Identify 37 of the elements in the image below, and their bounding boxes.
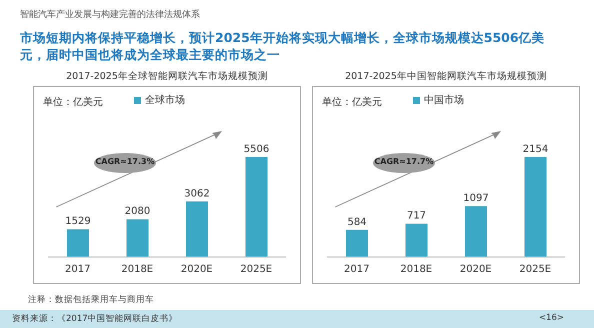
x-tick-label: 2020E xyxy=(460,264,492,276)
annotation: CAGR≈17.7% xyxy=(373,157,435,166)
bar xyxy=(186,201,208,257)
text: 单位：亿美元 xyxy=(43,96,103,109)
chart-title: 2017-2025年中国智能网联汽车市场规模预测 xyxy=(344,70,548,84)
text: 单位：亿美元 xyxy=(322,96,382,109)
legend-label: 全球市场 xyxy=(145,95,185,106)
text: 注释：数据包括乘用车与商用车 xyxy=(28,294,154,306)
text: <16> xyxy=(538,313,564,323)
x-tick-label: 2018E xyxy=(400,264,432,276)
text: 智能汽车产业发展与构建完善的法律法规体系 xyxy=(20,8,200,21)
bar xyxy=(246,157,268,257)
data-label: 3062 xyxy=(184,188,210,200)
data-label: 717 xyxy=(406,210,426,222)
x-tick-label: 2018E xyxy=(121,264,154,276)
bar xyxy=(406,224,428,257)
chart-title: 2017-2025年全球智能网联汽车市场规模预测 xyxy=(65,70,269,84)
text: 资料来源：《2017中国智能网联白皮书》 xyxy=(12,313,178,325)
bar xyxy=(524,157,546,257)
bar xyxy=(126,219,148,257)
data-label: 5506 xyxy=(244,144,270,155)
x-tick-label: 2020E xyxy=(180,264,213,276)
x-tick-label: 2025E xyxy=(240,264,272,276)
x-tick-label: 2017 xyxy=(65,264,90,276)
x-tick-label: 2025E xyxy=(519,264,552,276)
legend-label: 中国市场 xyxy=(424,95,464,106)
data-label: 1097 xyxy=(463,193,489,204)
data-label: 2154 xyxy=(522,144,548,155)
bar xyxy=(465,206,487,257)
bar xyxy=(346,230,368,257)
x-tick-label: 2017 xyxy=(344,264,370,276)
bar xyxy=(67,229,89,257)
data-label: 584 xyxy=(347,216,367,228)
data-label: 2080 xyxy=(124,206,150,218)
data-label: 1529 xyxy=(65,216,91,228)
text: 市场短期内将保持平稳增长，预计2025年开始将实现大幅增长，全球市场规模达5506亿美元，届时中国也将成为全球最主要的市场之一 xyxy=(20,29,546,63)
annotation: CAGR≈17.3% xyxy=(94,157,156,166)
